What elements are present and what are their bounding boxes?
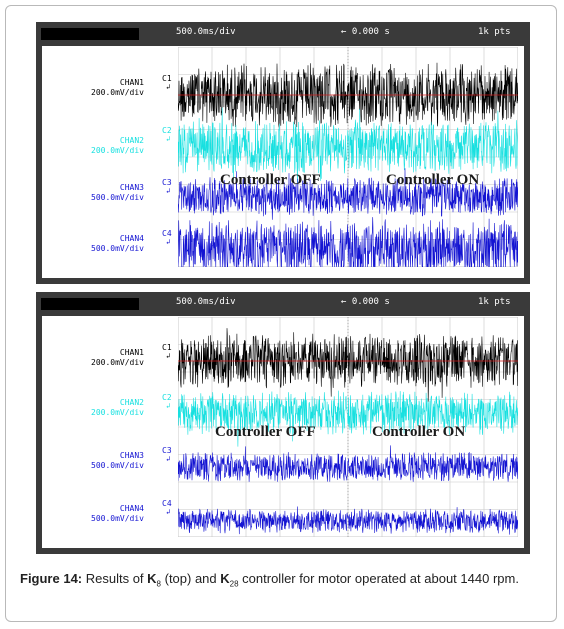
timebase-readout: 500.0ms/div — [176, 297, 236, 307]
chan2-name: CHAN2 — [119, 398, 144, 407]
chan3-tag: C3 ↲ — [162, 446, 172, 463]
chan2-tag: C2 ↲ — [162, 126, 172, 143]
chan4-label: CHAN4 500.0mV/div — [52, 234, 144, 254]
controller-off-annotation: Controller OFF — [220, 172, 321, 188]
scope-screen: CHAN1 200.0mV/div CHAN2 200.0mV/div CHAN… — [42, 316, 524, 548]
chan2-label: CHAN2 200.0mV/div — [52, 398, 144, 418]
chan4-label: CHAN4 500.0mV/div — [52, 504, 144, 524]
scope-screen: CHAN1 200.0mV/div CHAN2 200.0mV/div CHAN… — [42, 46, 524, 278]
oscilloscope-bottom: 500.0ms/div ← 0.000 s 1k pts CHAN1 200.0… — [36, 292, 530, 554]
controller-on-annotation: Controller ON — [386, 172, 480, 188]
chan1-label: CHAN1 200.0mV/div — [52, 78, 144, 98]
chan3-name: CHAN3 — [119, 183, 144, 192]
caption-k2: K — [220, 571, 230, 586]
chan2-scale: 200.0mV/div — [91, 408, 144, 417]
chan1-scale: 200.0mV/div — [91, 88, 144, 97]
chan4-scale: 500.0mV/div — [91, 514, 144, 523]
chan3-tag: C3 ↲ — [162, 178, 172, 195]
chan1-name: CHAN1 — [119, 348, 144, 357]
caption-label: Figure 14: — [20, 571, 83, 586]
chan2-label: CHAN2 200.0mV/div — [52, 136, 144, 156]
waveform-plot — [178, 47, 518, 267]
waveform-plot — [178, 317, 518, 537]
chan3-scale: 500.0mV/div — [91, 461, 144, 470]
chan1-tag: C1 ↲ — [162, 343, 172, 360]
chan1-scale: 200.0mV/div — [91, 358, 144, 367]
chan1-label: CHAN1 200.0mV/div — [52, 348, 144, 368]
chan4-tag: C4 ↲ — [162, 229, 172, 246]
chan2-scale: 200.0mV/div — [91, 146, 144, 155]
controller-off-annotation: Controller OFF — [215, 424, 316, 440]
chan3-label: CHAN3 500.0mV/div — [52, 451, 144, 471]
chan1-tag: C1 ↲ — [162, 74, 172, 91]
header-black-field — [41, 28, 139, 40]
caption-text-1: Results of — [82, 571, 148, 586]
chan4-tag: C4 ↲ — [162, 499, 172, 516]
header-black-field — [41, 298, 139, 310]
scope-header: 500.0ms/div ← 0.000 s 1k pts — [36, 22, 530, 44]
chan1-trace — [178, 328, 518, 402]
chan3-trace — [178, 168, 518, 220]
caption-k1-sub: 8 — [156, 579, 161, 589]
offset-readout: ← 0.000 s — [341, 27, 390, 37]
scope-header: 500.0ms/div ← 0.000 s 1k pts — [36, 292, 530, 314]
chan4-trace — [178, 217, 518, 267]
chan3-label: CHAN3 500.0mV/div — [52, 183, 144, 203]
offset-readout: ← 0.000 s — [341, 297, 390, 307]
caption-text-2: (top) and — [161, 571, 221, 586]
chan1-trace — [178, 62, 518, 128]
points-readout: 1k pts — [478, 27, 511, 37]
chan4-trace — [178, 506, 518, 535]
chan3-scale: 500.0mV/div — [91, 193, 144, 202]
chan2-tag: C2 ↲ — [162, 393, 172, 410]
chan3-trace — [178, 445, 518, 482]
caption-text-3: controller for motor operated at about 1… — [238, 571, 519, 586]
caption-k2-sub: 28 — [229, 579, 239, 589]
chan3-name: CHAN3 — [119, 451, 144, 460]
controller-on-annotation: Controller ON — [372, 424, 466, 440]
points-readout: 1k pts — [478, 297, 511, 307]
chan2-name: CHAN2 — [119, 136, 144, 145]
chan1-name: CHAN1 — [119, 78, 144, 87]
caption-k1: K — [147, 571, 157, 586]
oscilloscope-top: 500.0ms/div ← 0.000 s 1k pts CHAN1 200.0… — [36, 22, 530, 284]
chan2-trace — [178, 390, 518, 447]
chan4-scale: 500.0mV/div — [91, 244, 144, 253]
chan4-name: CHAN4 — [119, 504, 144, 513]
figure-caption: Figure 14: Results of K8 (top) and K28 c… — [20, 569, 550, 594]
chan4-name: CHAN4 — [119, 234, 144, 243]
timebase-readout: 500.0ms/div — [176, 27, 236, 37]
chan2-trace — [178, 107, 518, 184]
